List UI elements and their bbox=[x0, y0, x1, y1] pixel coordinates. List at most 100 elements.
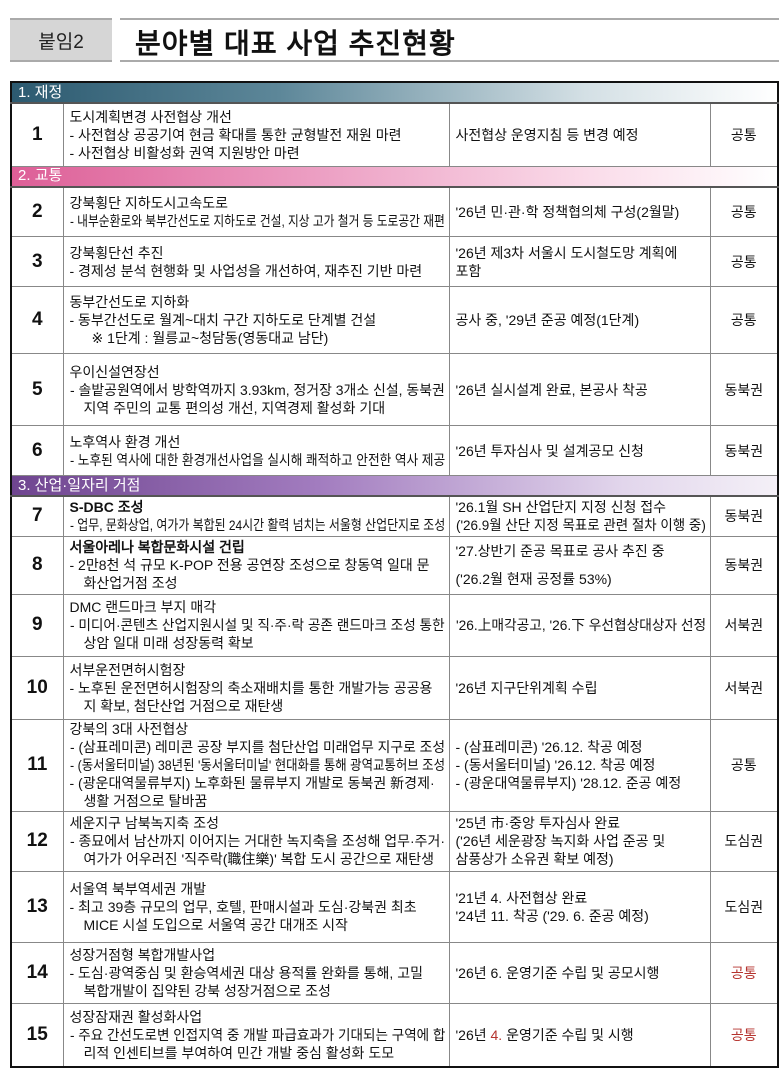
project-description: S-DBC 조성 - 업무, 문화상업, 여가가 복합된 24시간 활력 넘치는 … bbox=[62, 495, 450, 537]
table-row: 4 동부간선도로 지하화 - 동부간선도로 월계~대치 구간 지하도로 단계별 건설… bbox=[10, 286, 779, 354]
row-number: 3 bbox=[10, 236, 64, 287]
table-row: 2 강북횡단 지하도시고속도로 - 내부순환로와 북부간선도로 지하도로 건설, 지… bbox=[10, 186, 779, 237]
project-description: DMC 랜드마크 부지 매각 - 미디어·콘텐츠 산업지원시설 및 직·주·락 공… bbox=[62, 593, 450, 657]
progress-status: '26년 6. 운영기준 수립 및 공모시행 bbox=[448, 941, 711, 1004]
project-description: 동부간선도로 지하화 - 동부간선도로 월계~대치 구간 지하도로 단계별 건설 ※… bbox=[62, 286, 450, 354]
table-row: 9 DMC 랜드마크 부지 매각 - 미디어·콘텐츠 산업지원시설 및 직·주·락 … bbox=[10, 593, 779, 657]
project-description: 강북횡단 지하도시고속도로 - 내부순환로와 북부간선도로 지하도로 건설, 지상… bbox=[62, 186, 450, 237]
region: 도심권 bbox=[709, 810, 779, 872]
table-row: 15 성장잠재권 활성화사업 - 주요 간선도로변 인접지역 중 개발 파급효과가 … bbox=[10, 1002, 779, 1068]
row-number: 15 bbox=[10, 1002, 64, 1068]
status-line: - (삼표레미콘) '26.12. 착공 예정 bbox=[455, 739, 643, 755]
project-title: 노후역사 환경 개선 bbox=[69, 433, 181, 450]
project-detail-line: 생활 거점으로 탈바꿈 bbox=[83, 793, 208, 809]
project-title: 우이신설연장선 bbox=[69, 363, 160, 380]
table-row: 3 강북횡단선 추진 - 경제성 분석 현행화 및 사업성을 개선하여, 재추진 기… bbox=[10, 236, 779, 287]
progress-status: '26년 지구단위계획 수립 bbox=[448, 655, 711, 720]
status-line: '26년 실시설계 완료, 본공사 착공 bbox=[455, 381, 648, 398]
section-header: 3. 산업·일자리 거점 bbox=[10, 475, 779, 497]
table-row: 8 서울아레나 복합문화시설 건립 - 2만8천 석 규모 K-POP 전용 공연장… bbox=[10, 535, 779, 595]
table-row: 5 우이신설연장선 - 솔밭공원역에서 방학역까지 3.93km, 정거장 3개소 … bbox=[10, 353, 779, 426]
project-description: 노후역사 환경 개선 - 노후된 역사에 대한 환경개선사업을 실시해 쾌적하고 … bbox=[62, 425, 450, 476]
row-number: 7 bbox=[10, 495, 64, 537]
section-title: 3. 산업·일자리 거점 bbox=[10, 475, 779, 497]
region: 서북권 bbox=[709, 593, 779, 657]
row-number: 11 bbox=[10, 718, 64, 812]
status-line: ('26.2월 현재 공정률 53%) bbox=[455, 571, 612, 587]
project-detail-line: ※ 1단계 : 월릉교~청담동(영동대교 남단) bbox=[91, 330, 329, 346]
status-line: '21년 4. 사전협상 완료 bbox=[455, 889, 588, 906]
row-number: 10 bbox=[10, 655, 64, 720]
status-line: '26년 지구단위계획 수립 bbox=[455, 679, 598, 696]
status-line: '24년 11. 착공 ('29. 6. 준공 예정) bbox=[455, 907, 649, 924]
region: 동북권 bbox=[709, 425, 779, 476]
project-detail-line: - (광운대역물류부지) 노후화된 물류부지 개발로 동북권 新경제· bbox=[69, 775, 435, 791]
progress-status: '26년 제3차 서울시 도시철도망 계획에 포함 bbox=[448, 236, 711, 287]
project-description: 서울역 북부역세권 개발 - 최고 39층 규모의 업무, 호텔, 판매시설과 도… bbox=[62, 870, 450, 943]
project-title: 도시계획변경 사전협상 개선 bbox=[69, 108, 232, 125]
row-number: 6 bbox=[10, 425, 64, 476]
region: 동북권 bbox=[709, 535, 779, 595]
status-line: '26년 4. 운영기준 수립 및 시행 bbox=[456, 1026, 710, 1044]
project-description: 성장잠재권 활성화사업 - 주요 간선도로변 인접지역 중 개발 파급효과가 기대… bbox=[62, 1002, 450, 1068]
status-text-part: '26년 bbox=[455, 1026, 491, 1043]
project-detail-line: 복합개발이 집약된 강북 성장거점으로 조성 bbox=[83, 982, 331, 999]
status-text-part: 운영기준 수립 및 시행 bbox=[502, 1026, 634, 1043]
status-line: '25년 市·중앙 투자심사 완료 bbox=[455, 815, 621, 831]
progress-status: '26.上매각공고, '26.下 우선협상대상자 선정 bbox=[448, 593, 711, 657]
status-line: '26.1월 SH 산업단지 지정 신청 접수 bbox=[455, 499, 667, 516]
project-description: 강북횡단선 추진 - 경제성 분석 현행화 및 사업성을 개선하여, 재추진 기반… bbox=[62, 236, 450, 287]
table-row: 14 성장거점형 복합개발사업 - 도심·광역중심 및 환승역세권 대상 용적률 완… bbox=[10, 941, 779, 1004]
status-line: ('26.9월 산단 지정 목표로 관련 절차 이행 중) bbox=[455, 517, 706, 534]
project-description: 세운지구 남북녹지축 조성 - 종묘에서 남산까지 이어지는 거대한 녹지축을 조… bbox=[62, 810, 450, 872]
table-row: 11 강북의 3대 사전협상 - (삼표레미콘) 레미콘 공장 부지를 첨단산업 미… bbox=[10, 718, 779, 812]
row-number: 2 bbox=[10, 186, 64, 237]
row-number: 12 bbox=[10, 810, 64, 872]
progress-status: '26년 투자심사 및 설계공모 신청 bbox=[448, 425, 711, 476]
attachment-label: 붙임2 bbox=[10, 18, 112, 62]
project-detail-line: 화산업거점 조성 bbox=[83, 575, 178, 591]
project-detail-line: - 도심·광역중심 및 환승역세권 대상 용적률 완화를 통해, 고밀 bbox=[69, 964, 423, 981]
status-line: - (동서울터미널) '26.12. 착공 예정 bbox=[455, 757, 656, 773]
project-detail-line: - 주요 간선도로변 인접지역 중 개발 파급효과가 기대되는 구역에 합 bbox=[69, 1026, 445, 1043]
progress-status: '25년 市·중앙 투자심사 완료 ('26년 세운광장 녹지화 사업 준공 및 … bbox=[448, 810, 711, 872]
row-number: 4 bbox=[10, 286, 64, 354]
project-description: 도시계획변경 사전협상 개선 - 사전협상 공공기여 현금 확대를 통한 균형발전… bbox=[62, 102, 450, 167]
table-row: 13 서울역 북부역세권 개발 - 최고 39층 규모의 업무, 호텔, 판매시설과… bbox=[10, 870, 779, 943]
project-title: 세운지구 남북녹지축 조성 bbox=[69, 815, 219, 831]
project-description: 우이신설연장선 - 솔밭공원역에서 방학역까지 3.93km, 정거장 3개소 신… bbox=[62, 353, 450, 426]
project-detail-line: - 최고 39층 규모의 업무, 호텔, 판매시설과 도심·강북권 최초 bbox=[69, 898, 417, 915]
project-detail-line: 여가가 어우러진 '직주락(職住樂)' 복합 도시 공간으로 재탄생 bbox=[83, 851, 435, 867]
project-title: 서울아레나 복합문화시설 건립 bbox=[69, 539, 245, 555]
status-line: ('26년 세운광장 녹지화 사업 준공 및 bbox=[455, 833, 666, 849]
project-title: 동부간선도로 지하화 bbox=[69, 294, 190, 310]
region: 동북권 bbox=[709, 353, 779, 426]
progress-status: '26.1월 SH 산업단지 지정 신청 접수 ('26.9월 산단 지정 목표로… bbox=[448, 495, 711, 537]
status-line: 공사 중, '29년 준공 예정(1단계) bbox=[455, 312, 640, 328]
project-status-table: 1. 재정 1 도시계획변경 사전협상 개선 - 사전협상 공공기여 현금 확대를 통… bbox=[10, 81, 779, 1068]
row-number: 5 bbox=[10, 353, 64, 426]
project-detail-line: 리적 인센티브를 부여하여 민간 개발 중심 활성화 도모 bbox=[83, 1044, 395, 1061]
region: 공통 bbox=[709, 186, 779, 237]
row-number: 8 bbox=[10, 535, 64, 595]
row-number: 9 bbox=[10, 593, 64, 657]
page-title: 분야별 대표 사업 추진현황 bbox=[135, 28, 456, 59]
project-detail-line: - 동부간선도로 월계~대치 구간 지하도로 단계별 건설 bbox=[69, 312, 377, 328]
project-detail-line: - 경제성 분석 현행화 및 사업성을 개선하여, 재추진 기반 마련 bbox=[69, 262, 423, 279]
project-detail-line: - 사전협상 공공기여 현금 확대를 통한 균형발전 재원 마련 bbox=[69, 126, 402, 143]
project-detail-line: - 미디어·콘텐츠 산업지원시설 및 직·주·락 공존 랜드마크 조성 통한 bbox=[69, 617, 445, 633]
region: 공통 bbox=[709, 286, 779, 354]
status-text-part: 4. bbox=[490, 1026, 503, 1043]
status-line: - (광운대역물류부지) '28.12. 준공 예정 bbox=[455, 775, 682, 791]
progress-status: '26년 실시설계 완료, 본공사 착공 bbox=[448, 353, 711, 426]
project-title: 성장잠재권 활성화사업 bbox=[69, 1008, 203, 1025]
progress-status: 공사 중, '29년 준공 예정(1단계) bbox=[448, 286, 711, 354]
status-line: '26.上매각공고, '26.下 우선협상대상자 선정 bbox=[455, 617, 706, 633]
progress-status: - (삼표레미콘) '26.12. 착공 예정 - (동서울터미널) '26.12… bbox=[448, 718, 711, 812]
project-detail-line: - 내부순환로와 북부간선도로 지하도로 건설, 지상 고가 철거 등 도로공간… bbox=[69, 212, 445, 229]
section-header: 1. 재정 bbox=[10, 81, 779, 104]
region: 동북권 bbox=[709, 495, 779, 537]
table-row: 6 노후역사 환경 개선 - 노후된 역사에 대한 환경개선사업을 실시해 쾌적하고… bbox=[10, 425, 779, 476]
project-title: 서울역 북부역세권 개발 bbox=[69, 880, 207, 897]
project-title: 서부운전면허시험장 bbox=[69, 661, 186, 678]
